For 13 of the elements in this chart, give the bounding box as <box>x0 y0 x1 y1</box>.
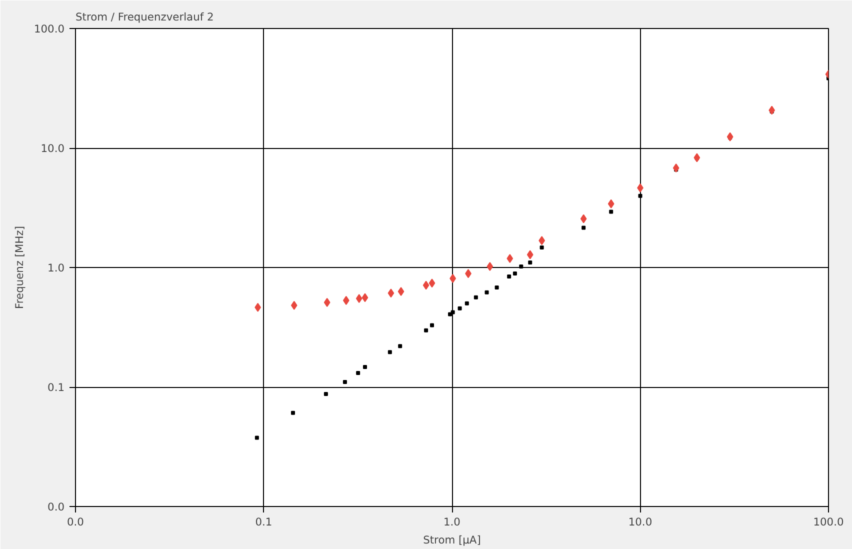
x-tick-label: 10.0 <box>628 516 652 528</box>
x-tick-label: 100.0 <box>813 516 844 528</box>
x-tick-label: 0.1 <box>255 516 272 528</box>
y-tick-label: 100.0 <box>34 22 65 36</box>
y-tick-label: 10.0 <box>40 142 65 155</box>
y-tick-label: 0.1 <box>48 381 65 394</box>
x-tick-label: 0.0 <box>67 516 84 528</box>
y-tick-label: 0.0 <box>48 500 65 514</box>
x-axis-title: Strom [µA] <box>423 534 481 546</box>
chart-title: Strom / Frequenzverlauf 2 <box>76 10 214 24</box>
x-tick-label: 1.0 <box>444 516 461 528</box>
y-tick-label: 1.0 <box>48 262 65 274</box>
y-axis-title: Frequenz [MHz] <box>12 226 26 309</box>
